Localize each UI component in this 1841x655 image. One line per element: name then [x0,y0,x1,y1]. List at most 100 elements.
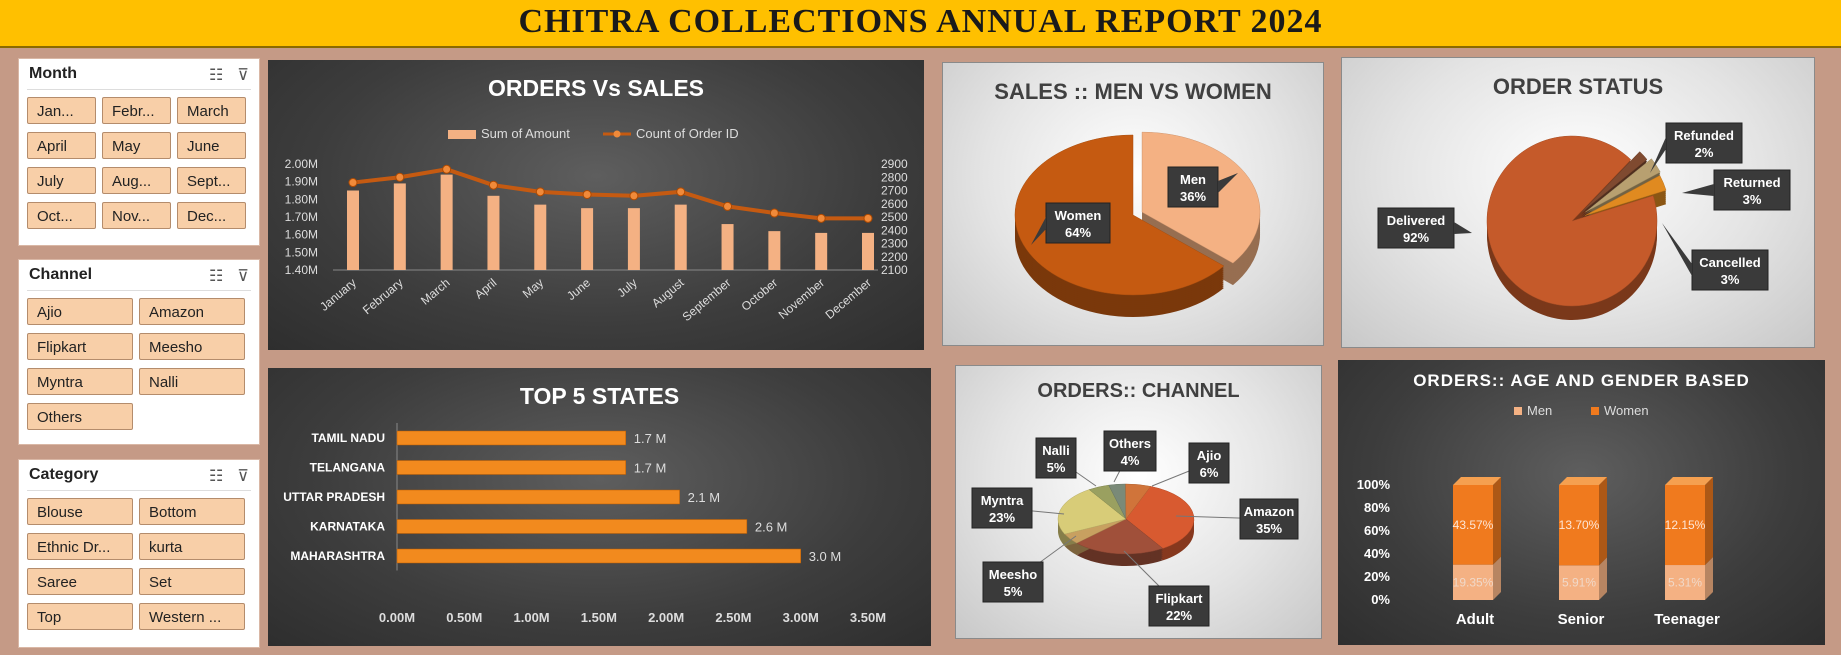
x-tick-label: 3.50M [850,610,886,625]
legend-label: Count of Order ID [636,126,739,141]
month-slicer-item[interactable]: Nov... [102,202,171,229]
x-tick-label: 1.50M [581,610,617,625]
bar-amount [487,195,500,270]
men-label-pointer [1218,173,1238,193]
state-label: UTTAR PRADESH [283,490,385,504]
channel-slicer-item[interactable]: Nalli [139,368,245,395]
category-slicer-item[interactable]: Western ... [139,603,245,630]
sales-gender-panel: SALES :: MEN VS WOMEN Men 36% Women 64% [942,62,1324,346]
x-tick-label: 0.50M [446,610,482,625]
channel-label-text: 5% [1047,460,1066,475]
title-banner: CHITRA COLLECTIONS ANNUAL REPORT 2024 [0,0,1841,48]
channel-label-text: 4% [1121,453,1140,468]
state-bar [396,430,627,446]
x-tick-label: June [564,275,593,303]
delivered-label-text: Delivered [1387,213,1446,228]
month-slicer-item[interactable]: May [102,132,171,159]
y-tick-label: 1.50M [285,245,318,259]
state-value-label: 1.7 M [634,461,667,476]
multi-select-icon[interactable]: ☷ [208,67,224,84]
channel-slicer-item[interactable]: Others [27,403,133,430]
category-slicer-item[interactable]: Top [27,603,133,630]
bar-women [1453,485,1493,565]
orders-point [863,213,873,223]
status-pie-slice-1 [1580,151,1648,214]
clear-filter-icon[interactable]: ⊽ [237,268,249,285]
orders-point [348,178,358,188]
month-slicer-title: Month [29,65,77,82]
x-tick-label: March [418,276,453,308]
state-label: KARNATAKA [310,520,385,534]
women-label-pointer [1031,217,1046,245]
orders-vs-sales-panel: ORDERS Vs SALES Sum of Amount Count of Or… [268,60,924,350]
refunded-label-text: Refunded [1674,128,1734,143]
refunded-label-box [1665,122,1743,164]
channel-label-text: 6% [1200,465,1219,480]
x-tick-label: Adult [1456,611,1494,628]
men-label-text: 36% [1180,189,1206,204]
orders-point [442,164,452,174]
bar-amount [674,204,687,270]
state-label: TAMIL NADU [311,431,385,445]
clear-filter-icon[interactable]: ⊽ [237,67,249,84]
orders-point [723,201,733,211]
channel-slicer-item[interactable]: Ajio [27,298,133,325]
month-slicer-item[interactable]: Aug... [102,167,171,194]
category-slicer-item[interactable]: Saree [27,568,133,595]
month-slicer-item[interactable]: Dec... [177,202,246,229]
bar-top [1453,477,1501,485]
gender-pie-slice-1 [1014,134,1225,296]
category-slicer-item[interactable]: Ethnic Dr... [27,533,133,560]
bar-men [1559,565,1599,600]
channel-label-box [1035,437,1077,479]
y-tick-label: 1.90M [285,175,318,189]
channel-slicer-item[interactable]: Meesho [139,333,245,360]
x-tick-label: 3.00M [783,610,819,625]
channel-label-text: Others [1109,436,1151,451]
orders-point [395,172,405,182]
month-slicer-item[interactable]: March [177,97,246,124]
category-slicer-item[interactable]: Blouse [27,498,133,525]
channel-pie-slice-1 [1076,518,1164,555]
category-slicer-item[interactable]: Set [139,568,245,595]
channel-slicer-item[interactable]: Myntra [27,368,133,395]
month-slicer-item[interactable]: Oct... [27,202,96,229]
channel-pie-slice-3 [1057,489,1127,535]
month-slicer-item[interactable]: June [177,132,246,159]
bar-amount [768,231,781,270]
bar-men [1453,564,1493,600]
y2-tick-label: 2700 [881,184,908,198]
month-slicer-item[interactable]: Jan... [27,97,96,124]
channel-label-text: Nalli [1042,443,1069,458]
x-tick-label: January [317,276,359,314]
category-slicer-item[interactable]: kurta [139,533,245,560]
month-slicer-item[interactable]: April [27,132,96,159]
month-slicer-item[interactable]: Sept... [177,167,246,194]
delivered-label-box [1377,207,1455,249]
y2-tick-label: 2200 [881,250,908,264]
orders-point [629,191,639,201]
month-slicer-item[interactable]: Febr... [102,97,171,124]
x-tick-label: February [360,276,406,318]
channel-label-box [1188,442,1230,484]
delivered-label-text: 92% [1403,230,1429,245]
men-label-box [1167,166,1219,208]
multi-select-icon[interactable]: ☷ [208,468,224,485]
month-slicer-item[interactable]: July [27,167,96,194]
bar-women [1559,485,1599,566]
category-slicer-item[interactable]: Bottom [139,498,245,525]
clear-filter-icon[interactable]: ⊽ [237,468,249,485]
returned-label-pointer [1682,184,1714,196]
y2-tick-label: 2300 [881,237,908,251]
channel-slicer-item[interactable]: Flipkart [27,333,133,360]
multi-select-icon[interactable]: ☷ [208,268,224,285]
x-tick-label: August [649,275,687,310]
bar-amount [581,208,594,270]
x-tick-label: Teenager [1654,611,1720,628]
top-states-panel: TOP 5 STATES TAMIL NADU 1.7 M TELANGANA 1.7… [268,368,931,646]
men-label-text: Men [1180,172,1206,187]
orders-point [676,187,686,197]
chart-title: ORDERS:: AGE AND GENDER BASED [1413,371,1750,390]
channel-slicer-item[interactable]: Amazon [139,298,245,325]
women-label-text: 64% [1065,225,1091,240]
